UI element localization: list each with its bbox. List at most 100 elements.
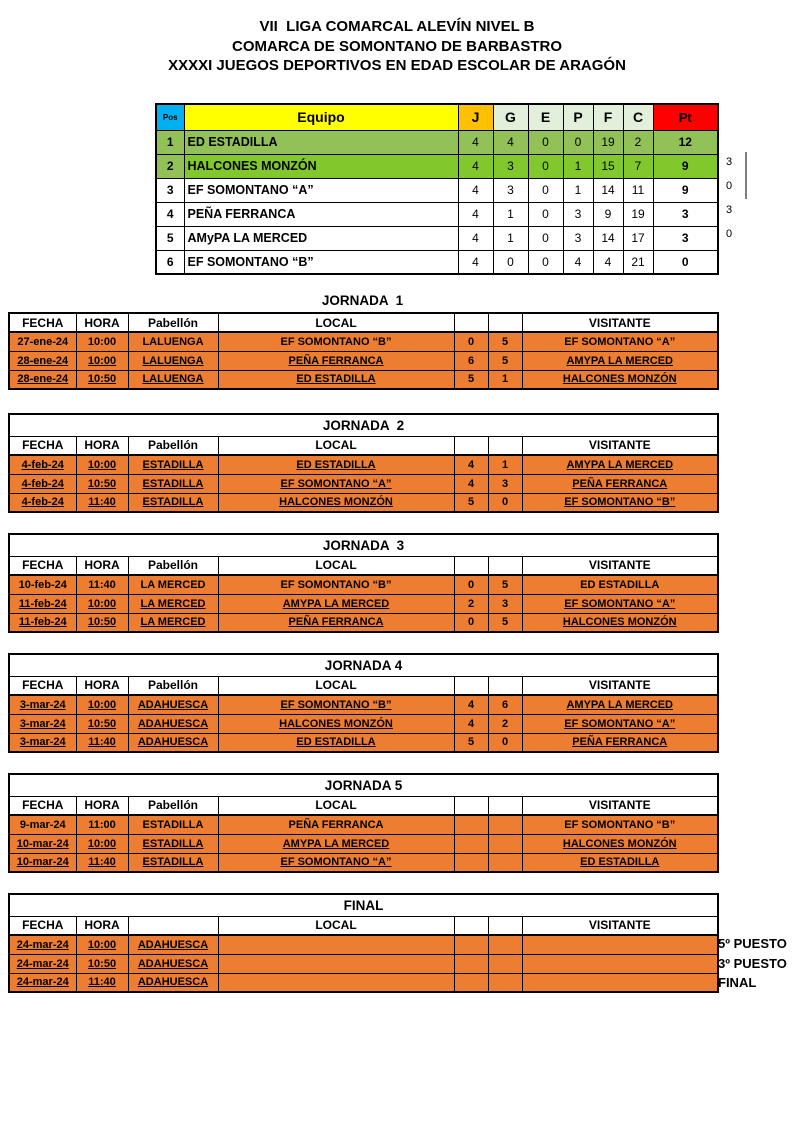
pabellon-cell: ESTADILLA xyxy=(127,814,219,835)
visitante-team-cell: PEÑA FERRANCA xyxy=(521,473,719,494)
hora-cell: 10:50 xyxy=(75,369,129,390)
score-away-cell: 0 xyxy=(487,492,523,513)
pabellon-header: Pabellón xyxy=(127,795,219,816)
pabellon-cell: ADAHUESCA xyxy=(127,953,219,974)
jornada-1-title: JORNADA 1 xyxy=(321,293,404,308)
match-row: 10-mar-24 11:40 ESTADILLA EF SOMONTANO “… xyxy=(8,852,719,873)
visitante-header: VISITANTE xyxy=(521,435,719,456)
pabellon-cell: ESTADILLA xyxy=(127,473,219,494)
fecha-cell: 10-feb-24 xyxy=(8,574,77,595)
fecha-cell: 9-mar-24 xyxy=(8,814,77,835)
pabellon-cell: ESTADILLA xyxy=(127,454,219,475)
score-away-cell: 1 xyxy=(487,369,523,390)
team-cell: ED ESTADILLA xyxy=(183,129,459,155)
page-title: VII LIGA COMARCAL ALEVÍN NIVEL B COMARCA… xyxy=(0,17,794,76)
won-cell: 0 xyxy=(492,249,529,275)
visitante-team-cell: HALCONES MONZÓN xyxy=(521,612,719,633)
goals-for-cell: 15 xyxy=(592,153,624,179)
final-match-label-5th: 5º PUESTO xyxy=(718,936,787,951)
won-cell: 3 xyxy=(492,153,529,179)
fecha-cell: 3-mar-24 xyxy=(8,713,77,734)
match-row: 3-mar-24 10:50 ADAHUESCA HALCONES MONZÓN… xyxy=(8,713,719,734)
local-team-cell: EF SOMONTANO “B” xyxy=(217,694,455,715)
fecha-cell: 24-mar-24 xyxy=(8,953,77,974)
fecha-cell: 28-ene-24 xyxy=(8,350,77,371)
fecha-header: FECHA xyxy=(8,795,77,816)
match-row: 11-feb-24 10:00 LA MERCED AMYPA LA MERCE… xyxy=(8,593,719,614)
goals-for-cell: 4 xyxy=(592,249,624,275)
hora-header: HORA xyxy=(75,915,129,936)
hora-cell: 11:40 xyxy=(75,732,129,753)
hora-header: HORA xyxy=(75,675,129,696)
standings-header-equipo: Equipo xyxy=(183,103,459,131)
match-row: 24-mar-24 10:00 ADAHUESCA xyxy=(8,934,719,955)
pabellon-cell: ADAHUESCA xyxy=(127,972,219,993)
visitante-team-cell: AMYPA LA MERCED xyxy=(521,454,719,475)
match-row: 9-mar-24 11:00 ESTADILLA PEÑA FERRANCA E… xyxy=(8,814,719,835)
match-row: 10-mar-24 10:00 ESTADILLA AMYPA LA MERCE… xyxy=(8,833,719,854)
fecha-cell: 4-feb-24 xyxy=(8,492,77,513)
visitante-team-cell: AMYPA LA MERCED xyxy=(521,350,719,371)
score-home-header xyxy=(453,675,489,696)
hora-cell: 10:00 xyxy=(75,593,129,614)
lost-cell: 0 xyxy=(562,129,594,155)
jornada-5-title-row: JORNADA 5 xyxy=(8,773,719,797)
local-team-cell: PEÑA FERRANCA xyxy=(217,814,455,835)
match-row: 11-feb-24 10:50 LA MERCED PEÑA FERRANCA … xyxy=(8,612,719,633)
final-match-label-final: FINAL xyxy=(718,975,757,990)
goals-against-cell: 11 xyxy=(622,177,654,203)
points-cell: 9 xyxy=(652,153,719,179)
score-home-cell: 4 xyxy=(453,454,489,475)
score-home-cell: 4 xyxy=(453,473,489,494)
goals-for-cell: 14 xyxy=(592,225,624,251)
jornada-3-title-row: JORNADA 3 xyxy=(8,533,719,557)
score-away-cell: 5 xyxy=(487,612,523,633)
jornada-5-table: JORNADA 5 FECHA HORA Pabellón LOCAL VISI… xyxy=(8,773,719,873)
drawn-cell: 0 xyxy=(527,225,564,251)
match-row: 4-feb-24 10:00 ESTADILLA ED ESTADILLA 4 … xyxy=(8,454,719,475)
score-away-cell: 3 xyxy=(487,593,523,614)
standings-header-goals-against: C xyxy=(622,103,654,131)
hora-header: HORA xyxy=(75,795,129,816)
visitante-header: VISITANTE xyxy=(521,312,719,333)
visitante-team-cell: PEÑA FERRANCA xyxy=(521,732,719,753)
hora-cell: 11:40 xyxy=(75,492,129,513)
hora-header: HORA xyxy=(75,435,129,456)
lost-cell: 1 xyxy=(562,177,594,203)
pabellon-cell: LALUENGA xyxy=(127,350,219,371)
local-team-cell: EF SOMONTANO “A” xyxy=(217,852,455,873)
local-team-cell xyxy=(217,972,455,993)
pabellon-header: Pabellón xyxy=(127,555,219,576)
match-row: 4-feb-24 10:50 ESTADILLA EF SOMONTANO “A… xyxy=(8,473,719,494)
goals-against-cell: 17 xyxy=(622,225,654,251)
played-cell: 4 xyxy=(457,201,494,227)
visitante-team-cell: ED ESTADILLA xyxy=(521,852,719,873)
score-away-header xyxy=(487,795,523,816)
score-away-cell xyxy=(487,814,523,835)
visitante-header: VISITANTE xyxy=(521,795,719,816)
local-team-cell: ED ESTADILLA xyxy=(217,732,455,753)
hora-cell: 10:00 xyxy=(75,331,129,352)
score-away-header xyxy=(487,915,523,936)
score-away-cell: 3 xyxy=(487,473,523,494)
won-cell: 3 xyxy=(492,177,529,203)
match-row: 4-feb-24 11:40 ESTADILLA HALCONES MONZÓN… xyxy=(8,492,719,513)
standings-header-goals-for: F xyxy=(592,103,624,131)
fecha-cell: 11-feb-24 xyxy=(8,612,77,633)
local-header: LOCAL xyxy=(217,915,455,936)
score-home-cell: 6 xyxy=(453,350,489,371)
pabellon-header: Pabellón xyxy=(127,675,219,696)
pabellon-cell: LA MERCED xyxy=(127,612,219,633)
visitante-team-cell: EF SOMONTANO “B” xyxy=(521,492,719,513)
score-home-cell: 4 xyxy=(453,713,489,734)
score-away-cell: 2 xyxy=(487,713,523,734)
hora-cell: 10:00 xyxy=(75,350,129,371)
score-away-cell: 5 xyxy=(487,331,523,352)
local-header: LOCAL xyxy=(217,675,455,696)
fecha-cell: 27-ene-24 xyxy=(8,331,77,352)
goals-against-cell: 7 xyxy=(622,153,654,179)
jornada-2-title: JORNADA 2 xyxy=(8,413,719,437)
played-cell: 4 xyxy=(457,225,494,251)
local-header: LOCAL xyxy=(217,435,455,456)
team-cell: PEÑA FERRANCA xyxy=(183,201,459,227)
